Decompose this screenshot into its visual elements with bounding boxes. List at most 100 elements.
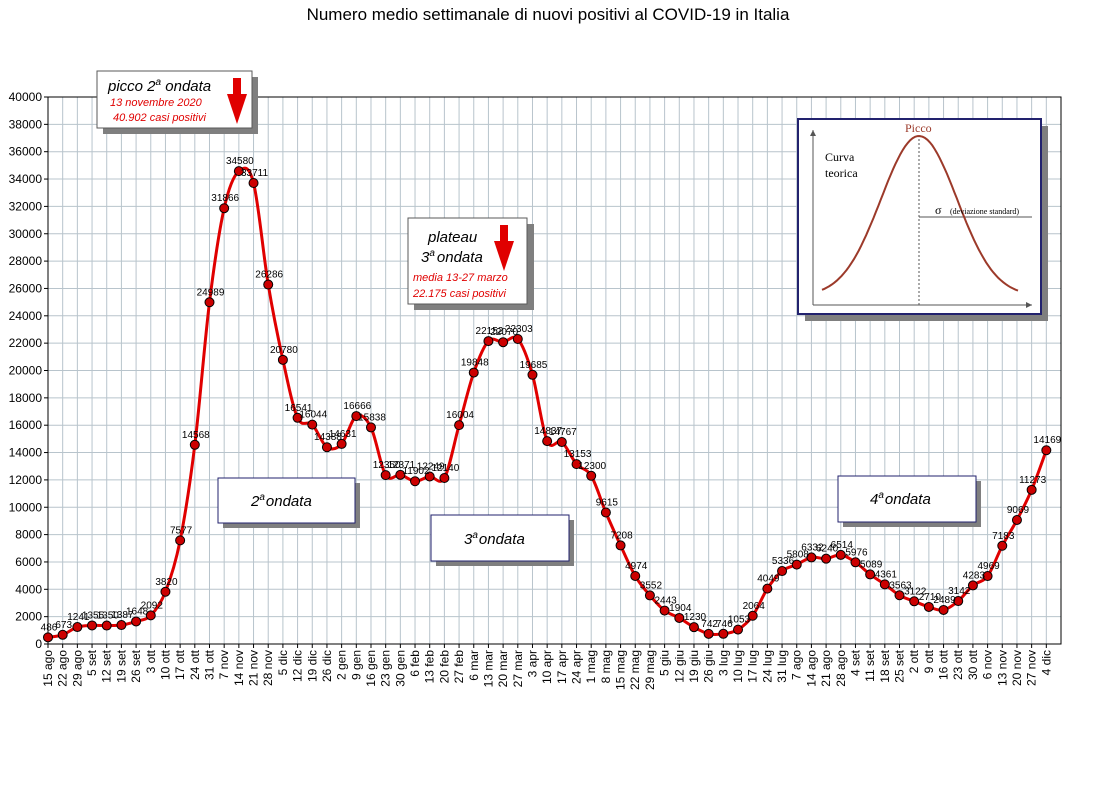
data-point: [865, 569, 876, 580]
data-point: [248, 178, 259, 189]
data-label: 16541: [285, 403, 313, 414]
y-tick-label: 30000: [9, 227, 43, 241]
x-tick-label: 3 apr: [525, 650, 539, 677]
y-tick-label: 0: [35, 637, 42, 651]
x-tick-label: 14 nov: [232, 650, 246, 686]
x-tick-label: 27 feb: [452, 650, 466, 684]
data-point: [145, 610, 156, 621]
data-point: [644, 590, 655, 601]
svg-text:3aondata: 3aondata: [464, 530, 525, 548]
data-point: [967, 580, 978, 591]
annotation-plateau-third-wave: plateau 3a ondata media 13-27 marzo 22.17…: [407, 217, 534, 310]
data-label: 4969: [977, 561, 1000, 572]
data-label: 14837: [534, 426, 562, 437]
data-point: [777, 566, 788, 577]
data-point: [380, 470, 391, 481]
x-tick-label: 19 set: [114, 649, 128, 682]
y-tick-label: 28000: [9, 254, 43, 268]
data-point: [586, 470, 597, 481]
data-label: 2489: [933, 595, 956, 606]
data-label: 5336: [772, 556, 795, 567]
data-point: [219, 203, 230, 214]
label-fourth-wave: 4aondata: [837, 475, 981, 527]
x-tick-label: 19 dic: [305, 650, 319, 682]
data-label: 12350: [373, 460, 401, 471]
data-label: 6514: [831, 540, 854, 551]
data-label: 4361: [875, 569, 898, 580]
x-tick-label: 26 set: [129, 649, 143, 682]
data-point: [307, 419, 318, 430]
data-label: 3142: [948, 586, 971, 597]
data-label: 2064: [743, 601, 766, 612]
y-tick-label: 18000: [9, 391, 43, 405]
data-point: [909, 596, 920, 607]
x-tick-label: 29 mag: [643, 650, 657, 690]
x-tick-label: 25 set: [893, 649, 907, 682]
x-tick-label: 21 nov: [247, 650, 261, 686]
data-point: [953, 596, 964, 607]
data-point: [850, 557, 861, 568]
annotation-plateau-value: 22.175 casi positivi: [412, 288, 506, 300]
x-tick-label: 24 lug: [760, 650, 774, 683]
y-tick-label: 20000: [9, 364, 43, 378]
x-tick-label: 15 ago: [41, 650, 55, 687]
x-tick-label: 2 ott: [907, 649, 921, 673]
data-label: 24989: [197, 287, 225, 298]
x-tick-label: 17 apr: [555, 650, 569, 684]
annotation-plateau-period: media 13-27 marzo: [413, 272, 508, 284]
data-point: [542, 436, 553, 447]
x-tick-label: 23 gen: [379, 650, 393, 687]
data-label: 14169: [1033, 435, 1061, 446]
data-label: 1350: [97, 611, 120, 622]
x-tick-label: 9 gen: [349, 650, 363, 680]
data-point: [204, 297, 215, 308]
data-label: 2092: [141, 600, 164, 611]
x-tick-label: 5 set: [85, 649, 99, 676]
data-label: 5808: [787, 550, 810, 561]
y-tick-label: 12000: [9, 473, 43, 487]
y-tick-label: 8000: [15, 528, 42, 542]
x-tick-label: 17 lug: [746, 650, 760, 683]
x-tick-label: 12 set: [100, 649, 114, 682]
annotation-plateau-title: plateau: [427, 229, 478, 246]
data-label: 9615: [596, 498, 619, 509]
data-point: [630, 570, 641, 581]
data-point: [982, 571, 993, 582]
data-point: [733, 624, 744, 635]
data-point: [835, 549, 846, 560]
x-tick-label: 18 set: [878, 649, 892, 682]
x-tick-label: 6 mar: [467, 650, 481, 681]
x-tick-label: 23 ott: [951, 649, 965, 680]
y-tick-label: 24000: [9, 309, 43, 323]
data-label: 3122: [904, 586, 927, 597]
data-point: [1041, 445, 1052, 456]
x-tick-label: 7 nov: [217, 650, 231, 679]
data-label: 15838: [358, 412, 386, 423]
data-point: [336, 438, 347, 449]
x-tick-label: 22 mag: [628, 650, 642, 690]
data-point: [791, 559, 802, 570]
x-tick-label: 13 mar: [481, 650, 495, 687]
inset-curve-label-1: Curva: [825, 150, 855, 164]
data-label: 6240: [816, 544, 839, 555]
x-tick-label: 20 feb: [437, 650, 451, 684]
x-tick-label: 16 gen: [364, 650, 378, 687]
x-tick-label: 3 lug: [716, 650, 730, 676]
inset-peak-label: Picco: [905, 121, 932, 135]
x-tick-label: 4 dic: [1039, 650, 1053, 675]
x-tick-label: 15 mag: [614, 650, 628, 690]
data-point: [87, 620, 98, 631]
y-tick-label: 4000: [15, 582, 42, 596]
data-point: [600, 507, 611, 518]
down-arrow-icon: [494, 225, 514, 271]
data-point: [688, 622, 699, 633]
y-tick-label: 10000: [9, 500, 43, 514]
annotation-peak-title: picco 2a ondata: [107, 77, 211, 95]
data-point: [277, 354, 288, 365]
y-tick-label: 32000: [9, 199, 43, 213]
data-point: [292, 412, 303, 423]
data-point: [512, 334, 523, 345]
x-tick-label: 12 giu: [672, 650, 686, 683]
data-label: 746: [716, 619, 733, 630]
data-point: [72, 622, 83, 633]
